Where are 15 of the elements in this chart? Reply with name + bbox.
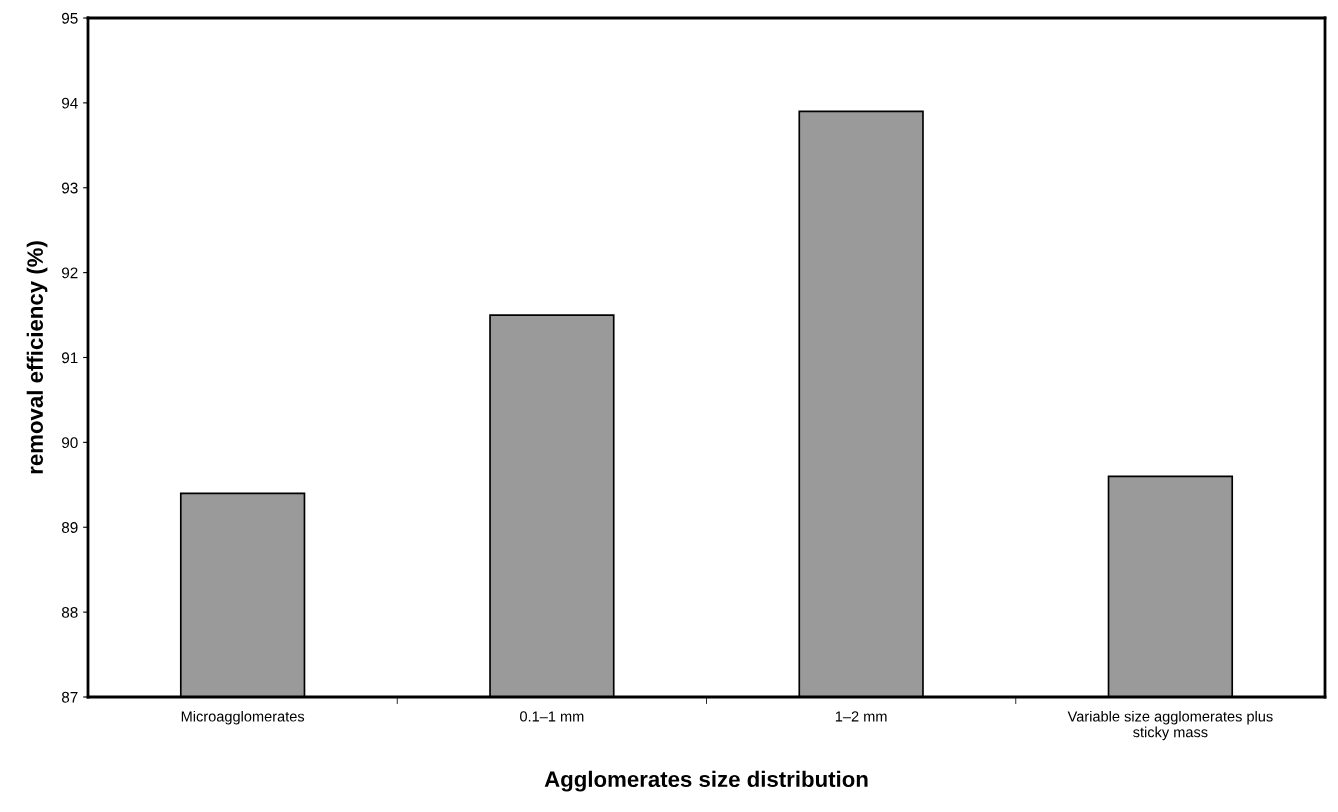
y-tick-label: 92	[62, 267, 78, 279]
y-tick-label: 89	[61, 522, 78, 533]
y-axis-title: removal efficiency (%)	[26, 241, 48, 474]
y-tick-label: 94	[62, 97, 78, 109]
x-tick-label: Variable size agglomerates plus sticky mass	[1067, 710, 1273, 741]
x-tick-label: 1–2 mm	[835, 711, 887, 722]
y-tick-label: 93	[62, 182, 78, 194]
y-tick-label: 88	[61, 606, 78, 618]
x-tick-label: Microagglomerates	[181, 710, 305, 725]
y-tick-label: 91	[62, 352, 78, 364]
y-tick-label: 95	[62, 12, 78, 24]
y-tick-label: 90	[62, 437, 78, 449]
y-tick-label: 87	[61, 691, 78, 703]
x-axis-title: Agglomerates size distribution	[544, 770, 868, 792]
x-tick-label: 0.1–1 mm	[520, 711, 584, 722]
